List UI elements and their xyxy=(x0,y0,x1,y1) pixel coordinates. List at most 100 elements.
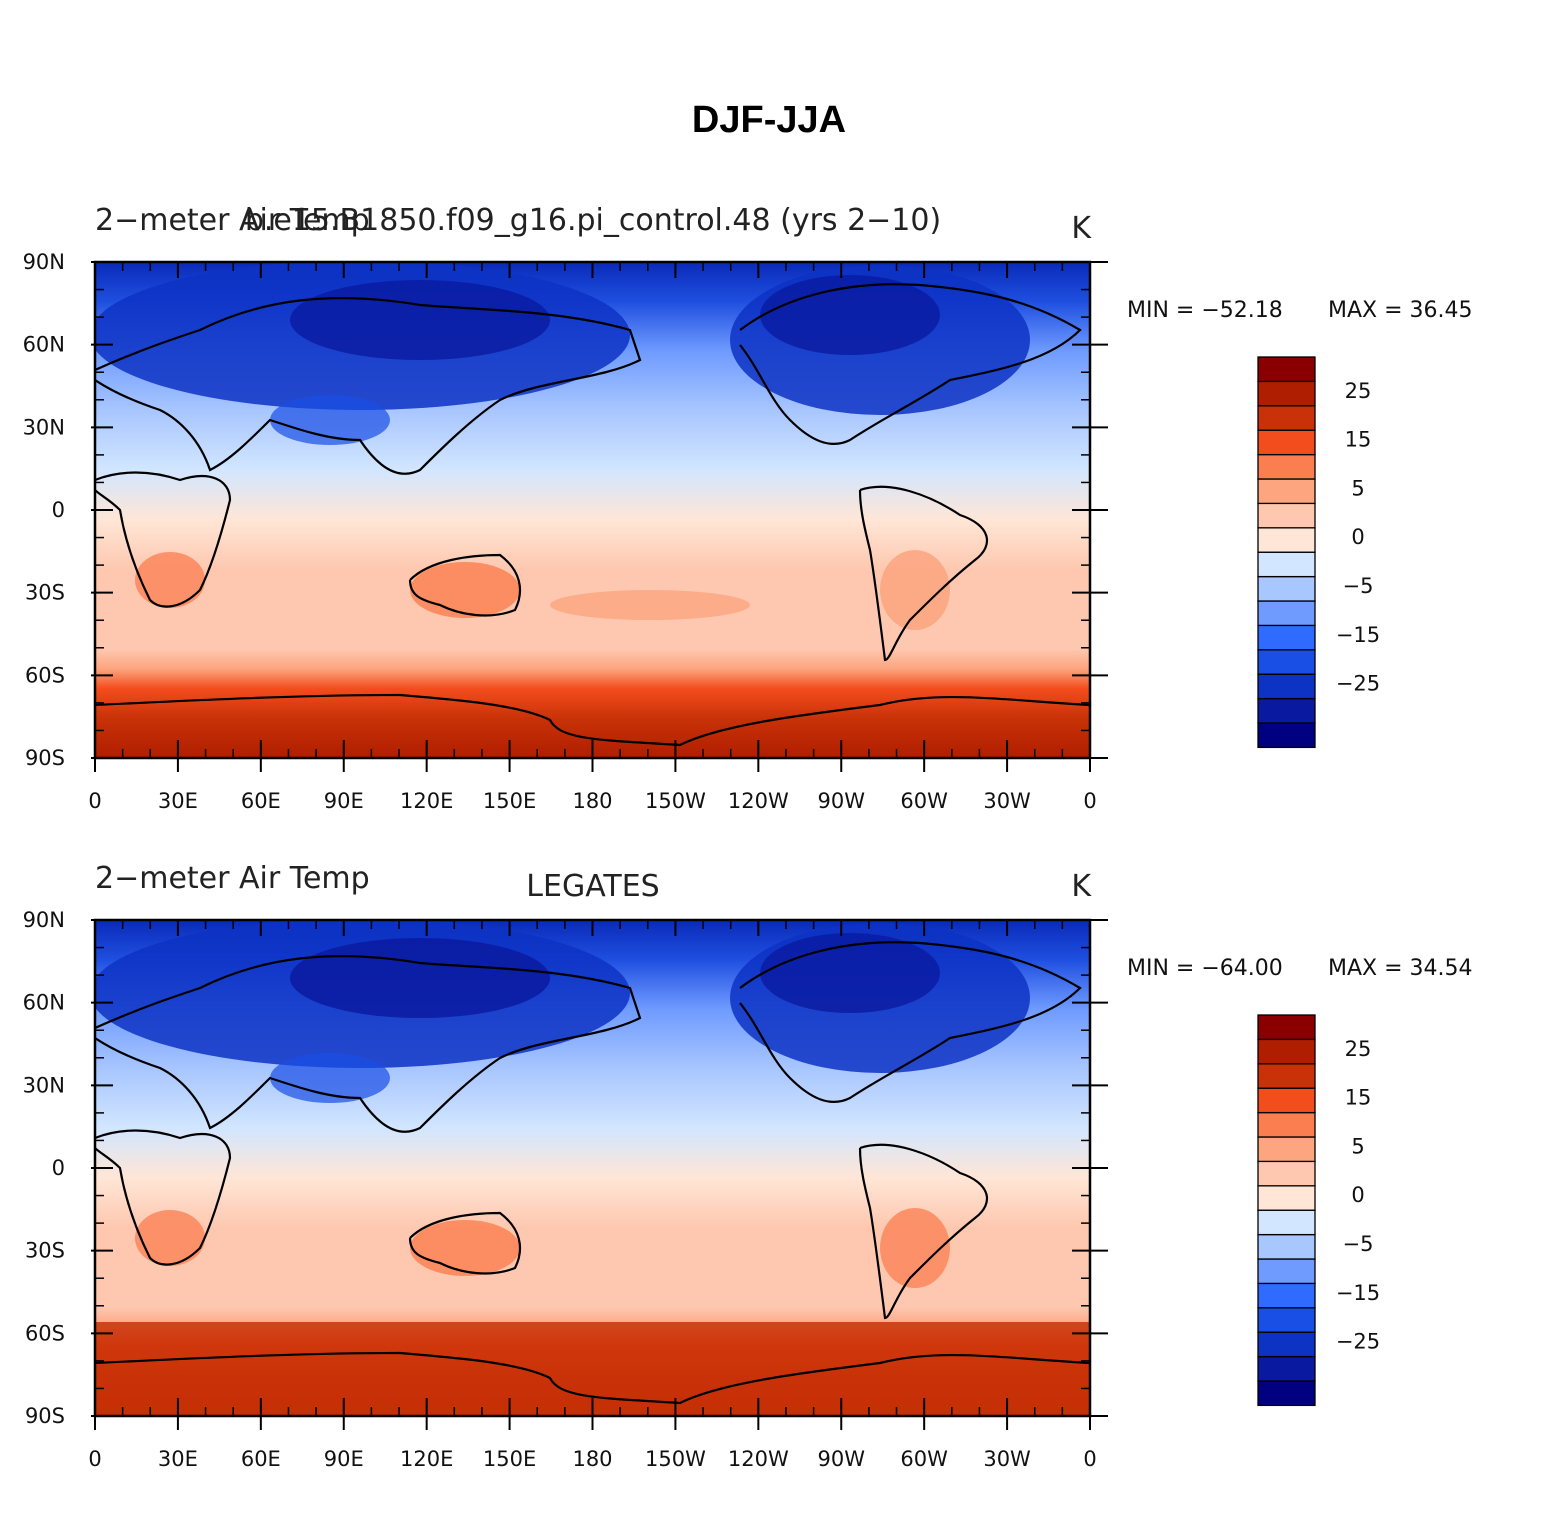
canada-coldest-region xyxy=(760,933,940,1013)
siberia-coldest-region xyxy=(290,938,550,1018)
colorbar-swatch xyxy=(1257,1014,1316,1041)
south-africa-warm-region xyxy=(135,552,205,608)
australia-warm-region xyxy=(410,1220,520,1276)
colorbar-label: −25 xyxy=(1336,1330,1380,1354)
lon-tick-label: 30W xyxy=(983,789,1031,813)
pacific-warm-region xyxy=(550,590,750,620)
panel-center-title: LEGATES xyxy=(526,869,659,904)
colorbar-swatch xyxy=(1257,1355,1316,1382)
lon-tick-label: 90W xyxy=(818,789,866,813)
lon-tick-label: 150E xyxy=(483,1447,536,1471)
latitude-axis: 90N 60N 30N 0 30S 60S 90S xyxy=(23,908,1108,1428)
lon-tick-label: 150E xyxy=(483,789,536,813)
lon-tick-label: 150W xyxy=(645,789,706,813)
colorbar: 25 15 5 0 −5 −15 −25 xyxy=(1257,356,1380,749)
lon-tick-label: 30W xyxy=(983,1447,1031,1471)
panel-units: K xyxy=(1071,869,1092,904)
colorbar-label: 25 xyxy=(1345,379,1372,403)
south-america-warm-region xyxy=(880,1208,950,1288)
colorbar-label: 15 xyxy=(1345,428,1372,452)
canada-coldest-region xyxy=(760,275,940,355)
lon-tick-label: 0 xyxy=(1083,789,1096,813)
lat-tick-label: 90S xyxy=(25,1404,65,1428)
colorbar-swatch xyxy=(1257,478,1316,505)
colorbar-swatch xyxy=(1257,1136,1316,1163)
panel-left-title: 2−meter Air Temp xyxy=(95,203,370,238)
colorbar-swatch xyxy=(1257,575,1316,602)
lat-tick-label: 60N xyxy=(23,333,65,357)
colorbar-label: −15 xyxy=(1336,623,1380,647)
south-america-warm-region xyxy=(880,550,950,630)
colorbar-swatch xyxy=(1257,673,1316,700)
colorbar-swatch xyxy=(1257,1307,1316,1333)
colorbar-swatch xyxy=(1257,1160,1316,1187)
temperature-field xyxy=(95,262,1090,758)
longitude-axis: 0 30E 60E 90E 120E 150E 180 150W 120W 90W 60W 30W 0 xyxy=(88,262,1097,813)
lon-tick-label: 150W xyxy=(645,1447,706,1471)
siberia-coldest-region xyxy=(290,280,550,360)
panel-max-label: MAX = 36.45 xyxy=(1328,298,1473,323)
lon-tick-label: 30E xyxy=(158,789,198,813)
tibet-cold-region xyxy=(270,395,390,445)
colorbar-swatch xyxy=(1257,429,1316,456)
lat-tick-label: 30S xyxy=(25,1239,65,1263)
lon-tick-label: 60E xyxy=(241,1447,281,1471)
colorbar: 25 15 5 0 −5 −15 −25 xyxy=(1257,1014,1380,1407)
colorbar-swatch xyxy=(1257,1380,1316,1407)
panel-min-label: MIN = −64.00 xyxy=(1127,956,1283,981)
colorbar-swatch xyxy=(1257,1111,1316,1138)
colorbar-swatch xyxy=(1257,1087,1316,1114)
lat-tick-label: 60S xyxy=(25,663,65,687)
colorbar-swatch xyxy=(1257,1185,1316,1211)
colorbar-swatch xyxy=(1257,356,1316,383)
lon-tick-label: 120E xyxy=(400,1447,453,1471)
colorbar-swatch xyxy=(1257,600,1316,627)
lat-tick-label: 60S xyxy=(25,1321,65,1345)
lon-tick-label: 90E xyxy=(324,789,364,813)
lon-tick-label: 0 xyxy=(88,1447,101,1471)
coastlines xyxy=(95,941,1090,1405)
colorbar-swatch xyxy=(1257,722,1316,749)
colorbar-swatch xyxy=(1257,624,1316,651)
tibet-cold-region xyxy=(270,1053,390,1103)
colorbar-label: −5 xyxy=(1343,1232,1374,1256)
lon-tick-label: 60W xyxy=(900,789,948,813)
lon-tick-label: 180 xyxy=(572,789,612,813)
colorbar-label: −25 xyxy=(1336,672,1380,696)
panel-center-title: b.e15.B1850.f09_g16.pi_control.48 (yrs 2… xyxy=(245,203,941,238)
colorbar-swatch xyxy=(1257,502,1316,529)
colorbar-label: −15 xyxy=(1336,1281,1380,1305)
map-panel-observations: 2−meter Air Temp LEGATES K MIN = −64.00 … xyxy=(23,861,1473,1471)
map-panel-model: 2−meter Air Temp b.e15.B1850.f09_g16.pi_… xyxy=(23,203,1473,813)
lat-tick-label: 0 xyxy=(52,498,65,522)
colorbar-swatch xyxy=(1257,453,1316,480)
colorbar-label: 15 xyxy=(1345,1086,1372,1110)
figure-title: DJF-JJA xyxy=(692,99,846,141)
colorbar-swatch xyxy=(1257,1063,1316,1089)
lon-tick-label: 180 xyxy=(572,1447,612,1471)
colorbar-label: 0 xyxy=(1351,525,1364,549)
colorbar-swatch xyxy=(1257,1282,1316,1309)
lat-tick-label: 90N xyxy=(23,908,65,932)
colorbar-swatch xyxy=(1257,649,1316,675)
coastlines xyxy=(95,283,1090,747)
lon-tick-label: 30E xyxy=(158,1447,198,1471)
colorbar-swatch xyxy=(1257,1209,1316,1236)
colorbar-swatch xyxy=(1257,1258,1316,1285)
lat-tick-label: 0 xyxy=(52,1156,65,1180)
colorbar-swatch xyxy=(1257,1331,1316,1358)
colorbar-swatch xyxy=(1257,697,1316,724)
lat-tick-label: 30N xyxy=(23,415,65,439)
lat-tick-label: 30N xyxy=(23,1073,65,1097)
lat-tick-label: 90N xyxy=(23,250,65,274)
colorbar-label: −5 xyxy=(1343,574,1374,598)
lon-tick-label: 0 xyxy=(88,789,101,813)
lat-tick-label: 30S xyxy=(25,581,65,605)
panel-max-label: MAX = 34.54 xyxy=(1328,956,1473,981)
south-africa-warm-region xyxy=(135,1210,205,1266)
lon-tick-label: 120E xyxy=(400,789,453,813)
colorbar-swatch xyxy=(1257,380,1316,407)
lon-tick-label: 90E xyxy=(324,1447,364,1471)
colorbar-swatch xyxy=(1257,527,1316,553)
